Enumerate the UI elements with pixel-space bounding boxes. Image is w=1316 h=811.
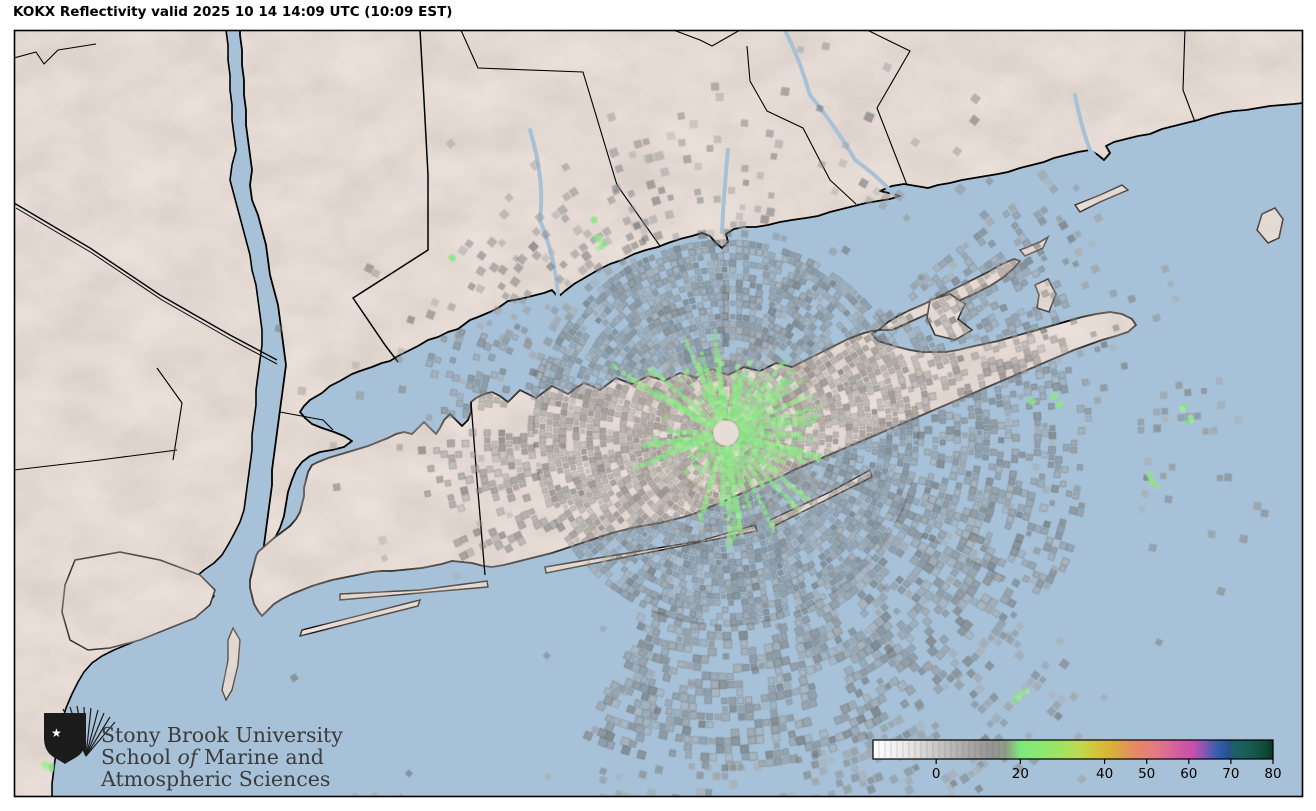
colorbar-gradient bbox=[872, 739, 1274, 760]
colorbar-tick-label: 40 bbox=[1096, 766, 1113, 782]
colorbar-discrete-bands bbox=[878, 740, 1006, 759]
sbu-logo: ★ Stony Brook University School of Marin… bbox=[44, 705, 343, 791]
radar-site-hole bbox=[714, 421, 738, 445]
colorbar-tick-label: 20 bbox=[1012, 766, 1029, 782]
colorbar-tick-label: 0 bbox=[932, 766, 941, 782]
colorbar-tick-label: 70 bbox=[1222, 766, 1239, 782]
colorbar: 0 20 40 50 60 70 80 bbox=[872, 739, 1282, 782]
map-frame bbox=[13, 29, 1304, 798]
sbu-shield-icon: ★ bbox=[44, 705, 116, 764]
logo-line-2: School of Marine and bbox=[101, 745, 324, 769]
colorbar-ticks: 0 20 40 50 60 70 80 bbox=[932, 759, 1282, 782]
colorbar-tick-label: 80 bbox=[1264, 766, 1281, 782]
figure-title: KOKX Reflectivity valid 2025 10 14 14:09… bbox=[13, 4, 453, 20]
logo-line-1: Stony Brook University bbox=[101, 723, 343, 747]
colorbar-tick-label: 60 bbox=[1180, 766, 1197, 782]
colorbar-tick-label: 50 bbox=[1138, 766, 1155, 782]
shield-star-icon: ★ bbox=[51, 726, 62, 740]
logo-line-3: Atmospheric Sciences bbox=[100, 767, 330, 791]
